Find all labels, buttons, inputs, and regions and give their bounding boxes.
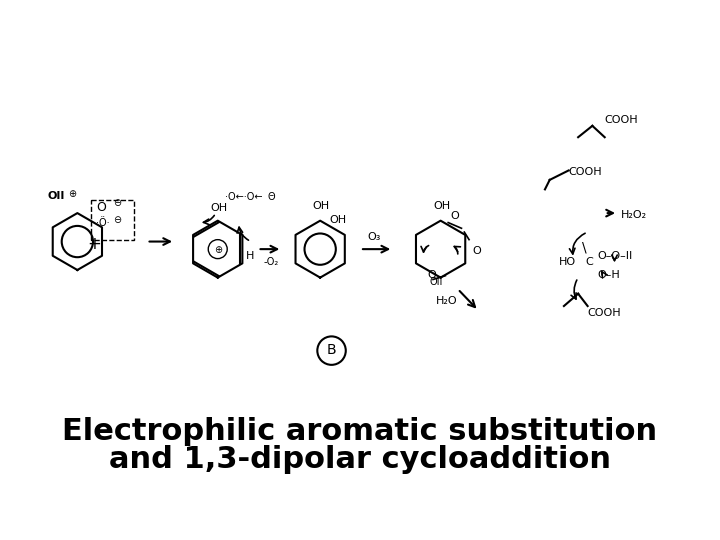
Text: +: + bbox=[87, 235, 101, 253]
Text: ⊖: ⊖ bbox=[114, 198, 122, 207]
Text: O: O bbox=[472, 246, 481, 256]
Text: H: H bbox=[246, 251, 255, 261]
Text: O–O–II: O–O–II bbox=[597, 251, 632, 261]
Text: COOH: COOH bbox=[588, 307, 621, 318]
Text: OII: OII bbox=[47, 191, 64, 201]
Text: -O₂: -O₂ bbox=[264, 257, 279, 267]
Text: OII: OII bbox=[429, 277, 443, 287]
Text: OH: OH bbox=[312, 201, 330, 211]
Text: H₂O₂: H₂O₂ bbox=[621, 210, 647, 220]
Text: and 1,3-dipolar cycloaddition: and 1,3-dipolar cycloaddition bbox=[109, 445, 611, 474]
Text: COOH: COOH bbox=[569, 167, 603, 177]
Text: ·O←·O←: ·O←·O← bbox=[225, 192, 263, 202]
Text: OH: OH bbox=[210, 203, 228, 213]
Text: HO: HO bbox=[559, 257, 576, 267]
Text: O₃: O₃ bbox=[368, 232, 381, 241]
Text: O: O bbox=[450, 211, 459, 221]
Text: COOH: COOH bbox=[605, 115, 639, 125]
Text: ⊕: ⊕ bbox=[68, 189, 76, 199]
Text: ⊕: ⊕ bbox=[214, 245, 222, 255]
Text: O–H: O–H bbox=[597, 269, 620, 280]
Text: \: \ bbox=[582, 240, 587, 254]
Text: C: C bbox=[586, 257, 593, 267]
Text: OH: OH bbox=[330, 214, 347, 225]
Text: Ö: Ö bbox=[96, 201, 107, 214]
Text: ·Ö·: ·Ö· bbox=[96, 218, 110, 228]
Text: Electrophilic aromatic substitution: Electrophilic aromatic substitution bbox=[63, 417, 657, 445]
Text: H₂O: H₂O bbox=[436, 296, 457, 306]
Text: ⊖: ⊖ bbox=[114, 214, 122, 225]
Text: OH: OH bbox=[433, 201, 450, 211]
Text: Θ: Θ bbox=[267, 192, 274, 202]
Text: O: O bbox=[428, 269, 436, 280]
Text: B: B bbox=[327, 343, 336, 357]
